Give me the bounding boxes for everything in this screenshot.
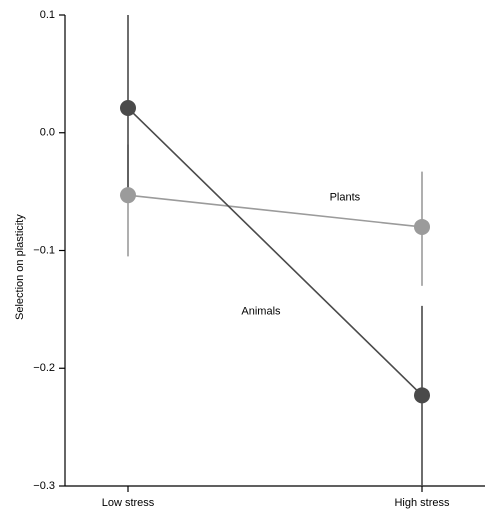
y-axis-tick-label: −0.3 [33, 480, 55, 492]
y-axis-label: Selection on plasticity [14, 214, 26, 320]
x-axis-tick-label: High stress [394, 497, 450, 509]
series-label: Plants [330, 191, 361, 203]
series-label: Animals [241, 306, 281, 318]
data-point-marker [120, 100, 136, 116]
chart-container: Selection on plasticity 0.1 0.0 −0.1 −0.2 −0… [0, 0, 500, 526]
data-point-marker [120, 187, 136, 203]
x-axis-tick-label: Low stress [102, 497, 155, 509]
y-axis-tick-label: −0.1 [33, 244, 55, 256]
y-axis-tick-label: 0.0 [40, 127, 55, 139]
y-axis-tick-label: −0.2 [33, 362, 55, 374]
plot-svg: 0.1 0.0 −0.1 −0.2 −0.3 Low stress High stress P… [0, 0, 500, 526]
y-axis-tick-label: 0.1 [40, 9, 55, 21]
plot-background [0, 0, 500, 526]
data-point-marker [414, 219, 430, 235]
data-point-marker [414, 387, 430, 403]
